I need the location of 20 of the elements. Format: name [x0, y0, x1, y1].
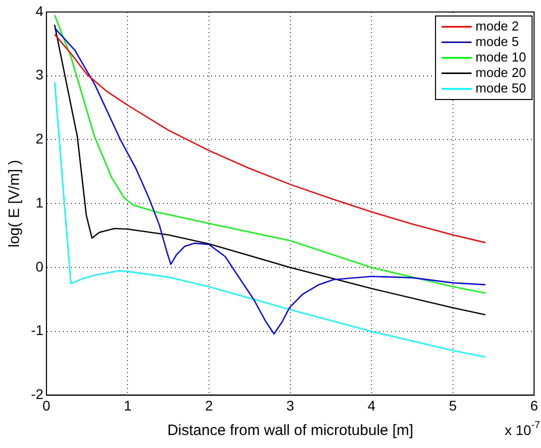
legend-label: mode 5	[476, 34, 519, 49]
y-tick-label: 4	[36, 2, 44, 19]
x-tick-label: 1	[124, 397, 132, 414]
y-tick-label: 2	[36, 130, 44, 147]
x-tick-label: 2	[205, 397, 214, 414]
x-tick-label: 5	[448, 397, 457, 414]
x-tick-label: 4	[368, 397, 376, 414]
legend-label: mode 2	[476, 18, 519, 34]
y-axis-title: log( E [V/m] )	[6, 160, 24, 248]
y-tick-label: 0	[36, 258, 44, 274]
y-tick-label: -2	[30, 386, 44, 402]
legend-label: mode 10	[476, 49, 526, 64]
y-tick-label: -1	[30, 322, 44, 338]
x-tick-label: 6	[530, 397, 538, 414]
y-tick-label: 3	[36, 66, 44, 83]
legend-label: mode 20	[476, 64, 526, 80]
x-axis-title: Distance from wall of microtubule [m]	[167, 422, 414, 440]
x-tick-label: 3	[286, 397, 294, 414]
legend-label: mode 50	[476, 80, 526, 96]
y-tick-label: 1	[36, 194, 44, 210]
